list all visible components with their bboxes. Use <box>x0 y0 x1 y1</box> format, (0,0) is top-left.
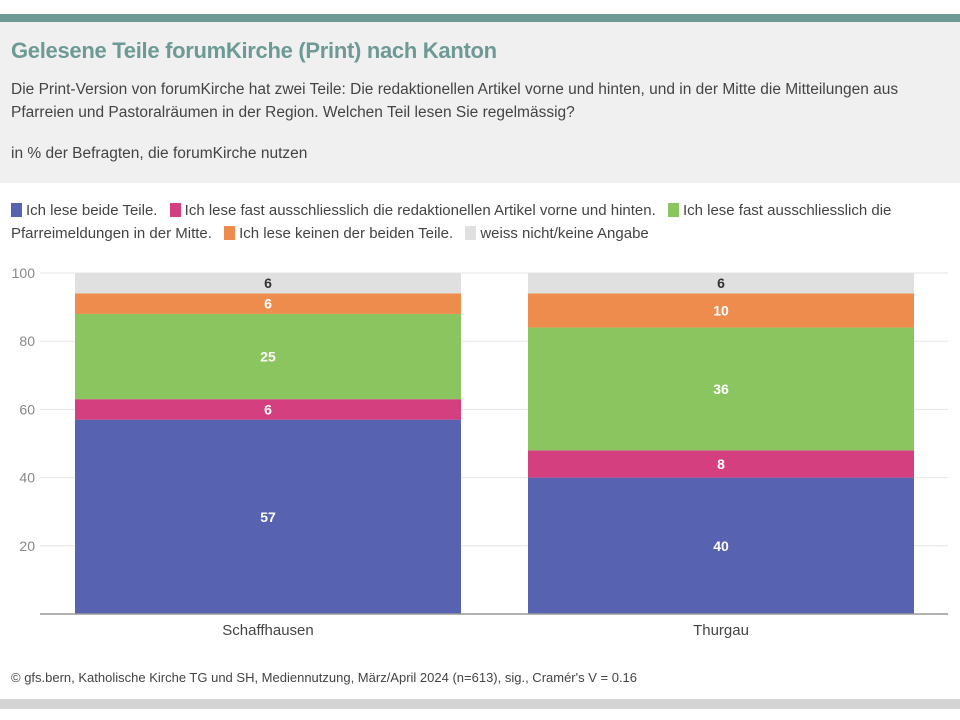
legend-swatch <box>11 203 22 217</box>
legend-swatch <box>169 203 181 217</box>
legend-swatch <box>224 226 236 240</box>
data-label: 25 <box>260 349 276 365</box>
bar-segment <box>75 273 461 294</box>
legend-label: Ich lese fast ausschliesslich die redakt… <box>184 202 656 219</box>
data-label: 57 <box>260 509 276 525</box>
data-label: 6 <box>717 275 725 291</box>
legend-label: Ich lese fast ausschliesslich die Pfarre… <box>11 202 892 242</box>
data-label: 10 <box>713 303 729 319</box>
bar-segment <box>528 273 914 294</box>
chart-note: in % der Befragten, die forumKirche nutz… <box>11 145 308 162</box>
y-tick-label: 60 <box>19 401 35 417</box>
header-panel <box>0 22 960 183</box>
top-accent-bar <box>0 14 960 22</box>
x-category-label: Schaffhausen <box>222 622 313 639</box>
legend: Ich lese beide Teile. Ich lese fast auss… <box>11 199 911 245</box>
bar-segment <box>528 450 914 478</box>
data-label: 6 <box>264 275 272 291</box>
bar-segment <box>75 399 461 420</box>
y-tick-label: 20 <box>19 538 35 554</box>
chart-subtitle: Die Print-Version von forumKirche hat zw… <box>11 81 899 121</box>
data-label: 36 <box>713 381 729 397</box>
legend-item: Ich lese keinen der beiden Teile. <box>224 225 453 242</box>
source-footer: © gfs.bern, Katholische Kirche TG und SH… <box>11 670 638 685</box>
legend-swatch <box>667 203 679 217</box>
data-label: 6 <box>264 401 272 417</box>
bar-segment <box>528 477 914 614</box>
legend-item: Ich lese fast ausschliesslich die Pfarre… <box>11 202 891 242</box>
y-tick-label: 100 <box>12 265 36 281</box>
legend-label: Ich lese keinen der beiden Teile. <box>239 225 454 242</box>
legend-swatch <box>465 226 477 240</box>
data-label: 8 <box>717 456 725 472</box>
y-tick-label: 80 <box>19 333 35 349</box>
bar-segment <box>528 327 914 451</box>
bar-segment <box>528 293 914 328</box>
x-category-label: Thurgau <box>693 622 749 639</box>
legend-label: weiss nicht/keine Angabe <box>480 225 649 242</box>
bar-segment <box>75 419 461 614</box>
legend-label: Ich lese beide Teile. <box>26 202 158 219</box>
legend-item: Ich lese fast ausschliesslich die redakt… <box>169 202 656 219</box>
legend-item: weiss nicht/keine Angabe <box>465 225 649 242</box>
y-tick-label: 40 <box>19 470 35 486</box>
bottom-bar <box>0 699 960 709</box>
legend-item: Ich lese beide Teile. <box>11 202 157 219</box>
bar-segment <box>75 313 461 400</box>
stacked-bar-chart: 20 40 60 80 100 57 6 25 6 6 Schaffhausen 40 8 36 10 6 Th… <box>12 265 948 639</box>
bar-segment <box>75 293 461 314</box>
chart-title: Gelesene Teile forumKirche (Print) nach … <box>11 38 497 63</box>
data-label: 40 <box>713 538 729 554</box>
data-label: 6 <box>264 296 272 312</box>
